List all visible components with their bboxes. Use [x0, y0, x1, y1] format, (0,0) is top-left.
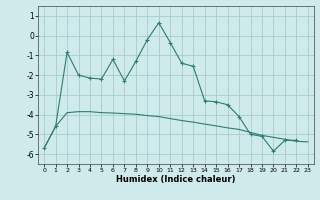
X-axis label: Humidex (Indice chaleur): Humidex (Indice chaleur) [116, 175, 236, 184]
